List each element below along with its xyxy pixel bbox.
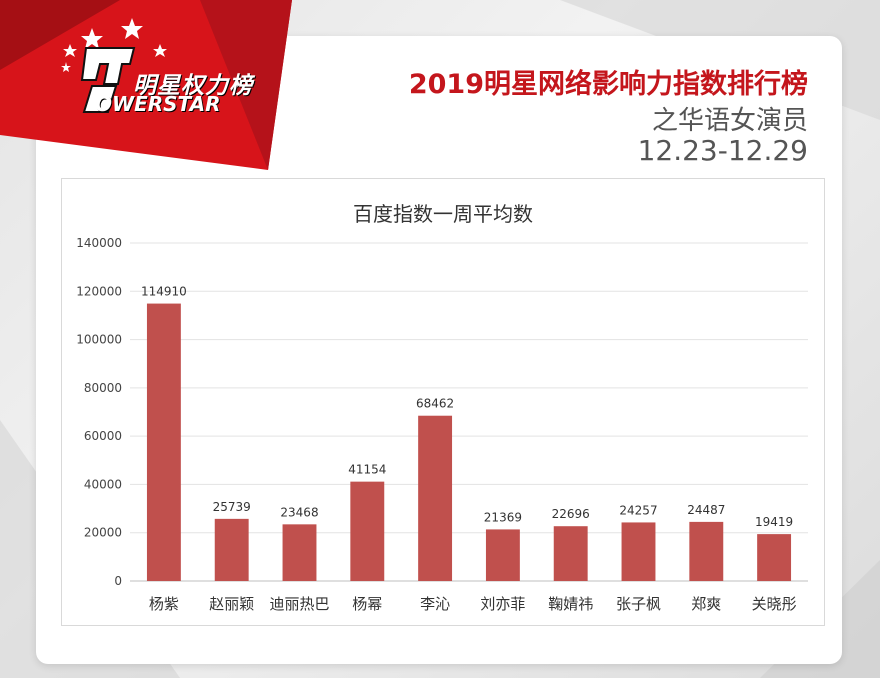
bar xyxy=(350,481,385,581)
bar xyxy=(146,303,181,581)
page-subtitle: 之华语女演员 xyxy=(651,106,808,136)
data-label: 41154 xyxy=(348,463,386,477)
y-tick-label: 100000 xyxy=(76,333,122,347)
x-axis-ticks: 杨紫 赵丽颖 迪丽热巴 杨幂 李沁 刘亦菲 鞠婧祎 张子枫 郑爽 关晓彤 xyxy=(149,595,797,613)
bar xyxy=(214,518,249,581)
x-tick-label: 杨紫 xyxy=(149,595,179,613)
bar xyxy=(485,529,520,581)
x-tick-label: 张子枫 xyxy=(616,595,661,613)
bars xyxy=(146,303,792,581)
x-tick-label: 关晓彤 xyxy=(752,595,797,613)
y-axis-ticks: 0 20000 40000 60000 80000 100000 120000 140000 xyxy=(76,236,122,588)
x-tick-label: 郑爽 xyxy=(691,595,721,613)
page-title: 2019明星网络影响力指数排行榜 xyxy=(408,69,808,100)
x-tick-label: 刘亦菲 xyxy=(480,595,525,613)
data-label: 25739 xyxy=(213,500,251,514)
chart-title: 百度指数一周平均数 xyxy=(353,202,533,226)
bar xyxy=(757,534,792,581)
logo-chinese-text: 明星权力榜 xyxy=(133,73,253,99)
bar xyxy=(553,526,588,581)
bar xyxy=(689,521,724,581)
x-tick-label: 赵丽颖 xyxy=(209,595,254,613)
y-tick-label: 20000 xyxy=(84,526,122,540)
data-label: 19419 xyxy=(755,515,793,529)
y-tick-label: 0 xyxy=(114,574,122,588)
x-tick-label: 杨幂 xyxy=(352,595,382,613)
data-label: 21369 xyxy=(484,510,522,524)
data-label: 114910 xyxy=(141,285,187,299)
data-label: 24487 xyxy=(687,503,725,517)
x-tick-label: 迪丽热巴 xyxy=(269,595,329,613)
bar xyxy=(621,522,656,581)
bar xyxy=(418,415,453,581)
powerstar-logo xyxy=(0,0,292,170)
data-label: 24257 xyxy=(619,503,657,517)
bar xyxy=(282,524,317,581)
x-tick-label: 鞠婧祎 xyxy=(548,595,593,613)
y-tick-label: 80000 xyxy=(84,381,122,395)
x-tick-label: 李沁 xyxy=(420,595,450,613)
y-tick-label: 60000 xyxy=(84,429,122,443)
data-label: 68462 xyxy=(416,397,454,411)
data-label: 23468 xyxy=(280,505,318,519)
data-label: 22696 xyxy=(552,507,590,521)
logo-english-text: OWERSTAR xyxy=(95,92,221,116)
y-tick-label: 140000 xyxy=(76,236,122,250)
bar-chart: 百度指数一周平均数 0 20000 40000 60000 80000 100000 120… xyxy=(76,202,808,613)
date-range: 12.23-12.29 xyxy=(637,134,808,167)
y-tick-label: 120000 xyxy=(76,284,122,298)
chart-frame: 百度指数一周平均数 0 20000 40000 60000 80000 100000 120… xyxy=(61,178,825,626)
data-labels: 114910 25739 23468 41154 68462 21369 22696 2425… xyxy=(141,285,793,530)
y-tick-label: 40000 xyxy=(84,477,122,491)
